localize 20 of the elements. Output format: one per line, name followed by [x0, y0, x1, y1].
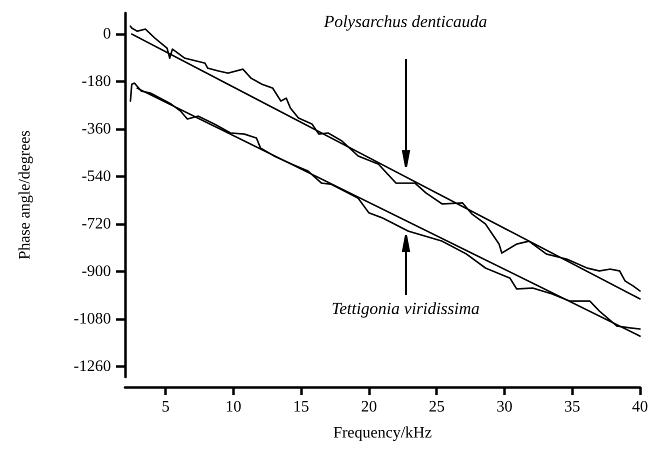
y-tick-label: -1080 [74, 310, 111, 328]
x-tick-label: 30 [496, 398, 512, 416]
y-axis-title: Phase angle/degrees [16, 130, 34, 260]
x-tick-label: 20 [360, 398, 377, 416]
y-tick-label: 0 [103, 26, 111, 43]
y-tick-label: -1260 [74, 358, 111, 375]
x-tick-label: 5 [162, 398, 170, 416]
x-tick-label: 40 [632, 398, 648, 416]
y-tick-label: -360 [82, 120, 111, 138]
y-tick-label: -900 [82, 262, 111, 280]
annotation: Tettigonia viridissima [331, 298, 480, 318]
x-tick-label: 25 [428, 398, 445, 416]
x-axis-title: Frequency/kHz [333, 424, 432, 442]
annotation: Polysarchus denticauda [324, 12, 488, 32]
y-tick-label: -540 [82, 168, 111, 186]
x-tick-label: 35 [564, 398, 580, 416]
y-tick-label: -180 [82, 73, 111, 90]
y-tick-label: -720 [82, 216, 111, 233]
x-tick-label: 15 [293, 398, 310, 416]
x-tick-label: 10 [225, 398, 242, 416]
